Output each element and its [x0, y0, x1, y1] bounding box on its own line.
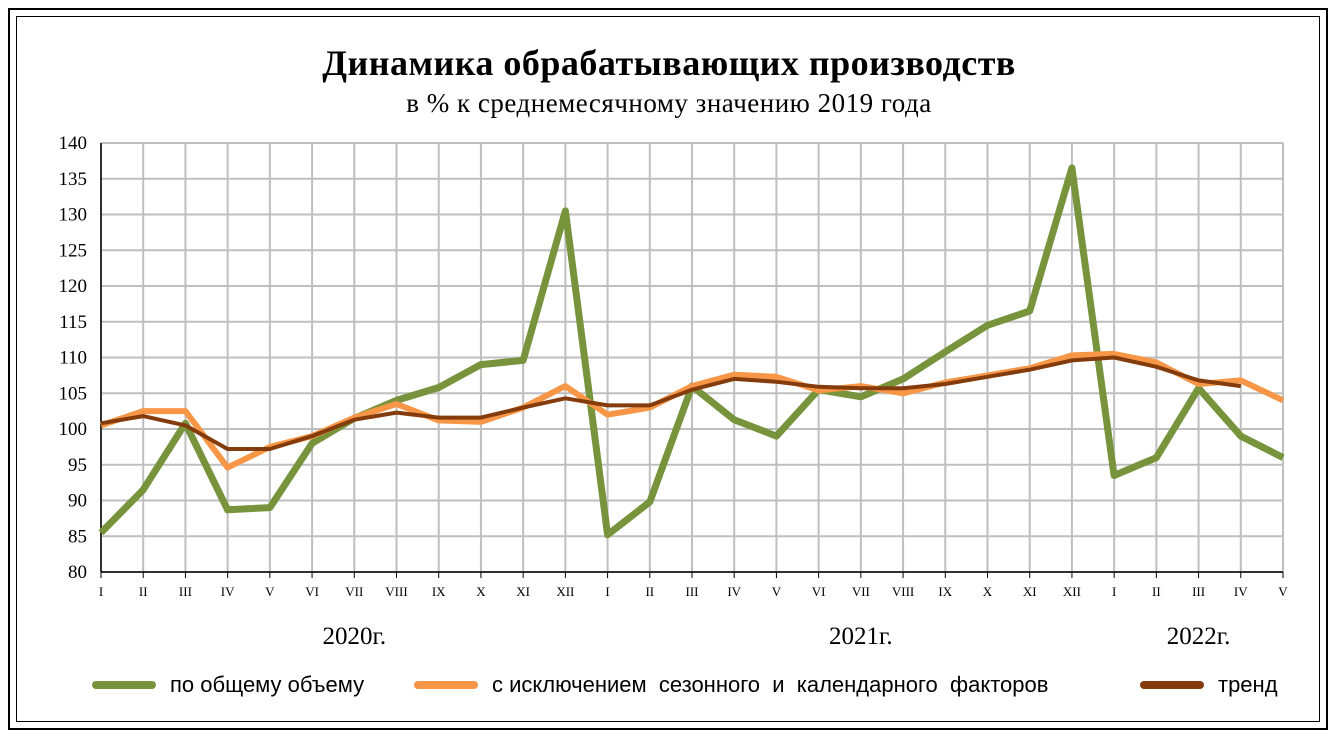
y-tick-label: 105: [59, 383, 88, 404]
y-tick-label: 115: [59, 312, 87, 333]
inner-frame: [16, 16, 1320, 722]
x-tick-label: IX: [938, 584, 952, 599]
x-tick-label: VIII: [892, 584, 914, 599]
x-tick-label: VI: [812, 584, 826, 599]
x-tick-label: III: [686, 584, 699, 599]
x-tick-label: III: [179, 584, 192, 599]
year-labels: 2020г. 2021г. 2022г.: [322, 623, 1230, 650]
y-tick-label: 85: [68, 526, 87, 547]
x-tick-label: IX: [432, 584, 446, 599]
legend-item-seasonal: с исключением сезонного и календарного ф…: [414, 672, 1048, 698]
x-tick-label: II: [645, 584, 654, 599]
chart-title: Динамика обрабатывающих производств: [322, 43, 1016, 83]
x-tick-label: XII: [1063, 584, 1081, 599]
legend-label-total: по общему объему: [170, 672, 365, 697]
outer-frame: [8, 8, 1328, 730]
y-tick-label: 110: [59, 348, 87, 369]
legend-swatch-seasonal: [414, 681, 478, 689]
x-tick-label: II: [139, 584, 148, 599]
legend-swatch-total: [92, 681, 156, 689]
x-tick-label: I: [99, 584, 103, 599]
x-tick-labels: I II III IV V VI VII VIII IX X XI XII I II III IV V VI VII…: [99, 584, 1288, 599]
y-tick-label: 135: [59, 169, 88, 190]
legend: по общему объему с исключением сезонного…: [0, 672, 1338, 712]
x-tick-label: XI: [1023, 584, 1037, 599]
year-label: 2022г.: [1167, 623, 1231, 650]
x-tick-label: IV: [727, 584, 741, 599]
x-tick-label: VI: [305, 584, 319, 599]
x-tick-label: VII: [852, 584, 870, 599]
legend-item-trend: тренд: [1140, 672, 1278, 698]
year-label: 2020г.: [322, 623, 386, 650]
chart-subtitle: в % к среднемесячному значению 2019 года: [406, 88, 932, 118]
legend-item-total: по общему объему: [92, 672, 364, 698]
y-tick-label: 95: [68, 455, 87, 476]
x-tick-label: IV: [221, 584, 235, 599]
x-tick-label: X: [476, 584, 486, 599]
x-tick-label: XII: [556, 584, 574, 599]
y-tick-label: 80: [68, 562, 87, 583]
axes: [100, 143, 1284, 578]
x-tick-label: II: [1152, 584, 1161, 599]
x-tick-label: XI: [516, 584, 530, 599]
y-tick-label: 90: [68, 491, 87, 512]
x-tick-label: I: [605, 584, 609, 599]
year-label: 2021г.: [829, 623, 893, 650]
y-tick-label: 130: [59, 205, 88, 226]
y-tick-label: 125: [59, 240, 88, 261]
y-tick-label: 140: [59, 133, 88, 154]
y-tick-label: 120: [59, 276, 88, 297]
series-lines: [98, 164, 1285, 539]
x-tick-label: VIII: [385, 584, 407, 599]
legend-label-trend: тренд: [1218, 672, 1278, 697]
legend-label-seasonal: с исключением сезонного и календарного ф…: [492, 672, 1049, 697]
x-tick-label: V: [1278, 584, 1288, 599]
y-tick-labels: 80 85 90 95 100 105 110 115 120 125 130 135 140: [59, 133, 88, 583]
x-tick-label: V: [265, 584, 275, 599]
legend-swatch-trend: [1140, 681, 1204, 689]
series-line-trend: [100, 355, 1242, 451]
x-tick-label: IV: [1234, 584, 1248, 599]
x-tick-label: III: [1192, 584, 1205, 599]
x-tick-label: X: [983, 584, 993, 599]
y-tick-label: 100: [59, 419, 88, 440]
x-tick-label: V: [772, 584, 782, 599]
x-tick-label: I: [1112, 584, 1116, 599]
x-tick-label: VII: [345, 584, 363, 599]
